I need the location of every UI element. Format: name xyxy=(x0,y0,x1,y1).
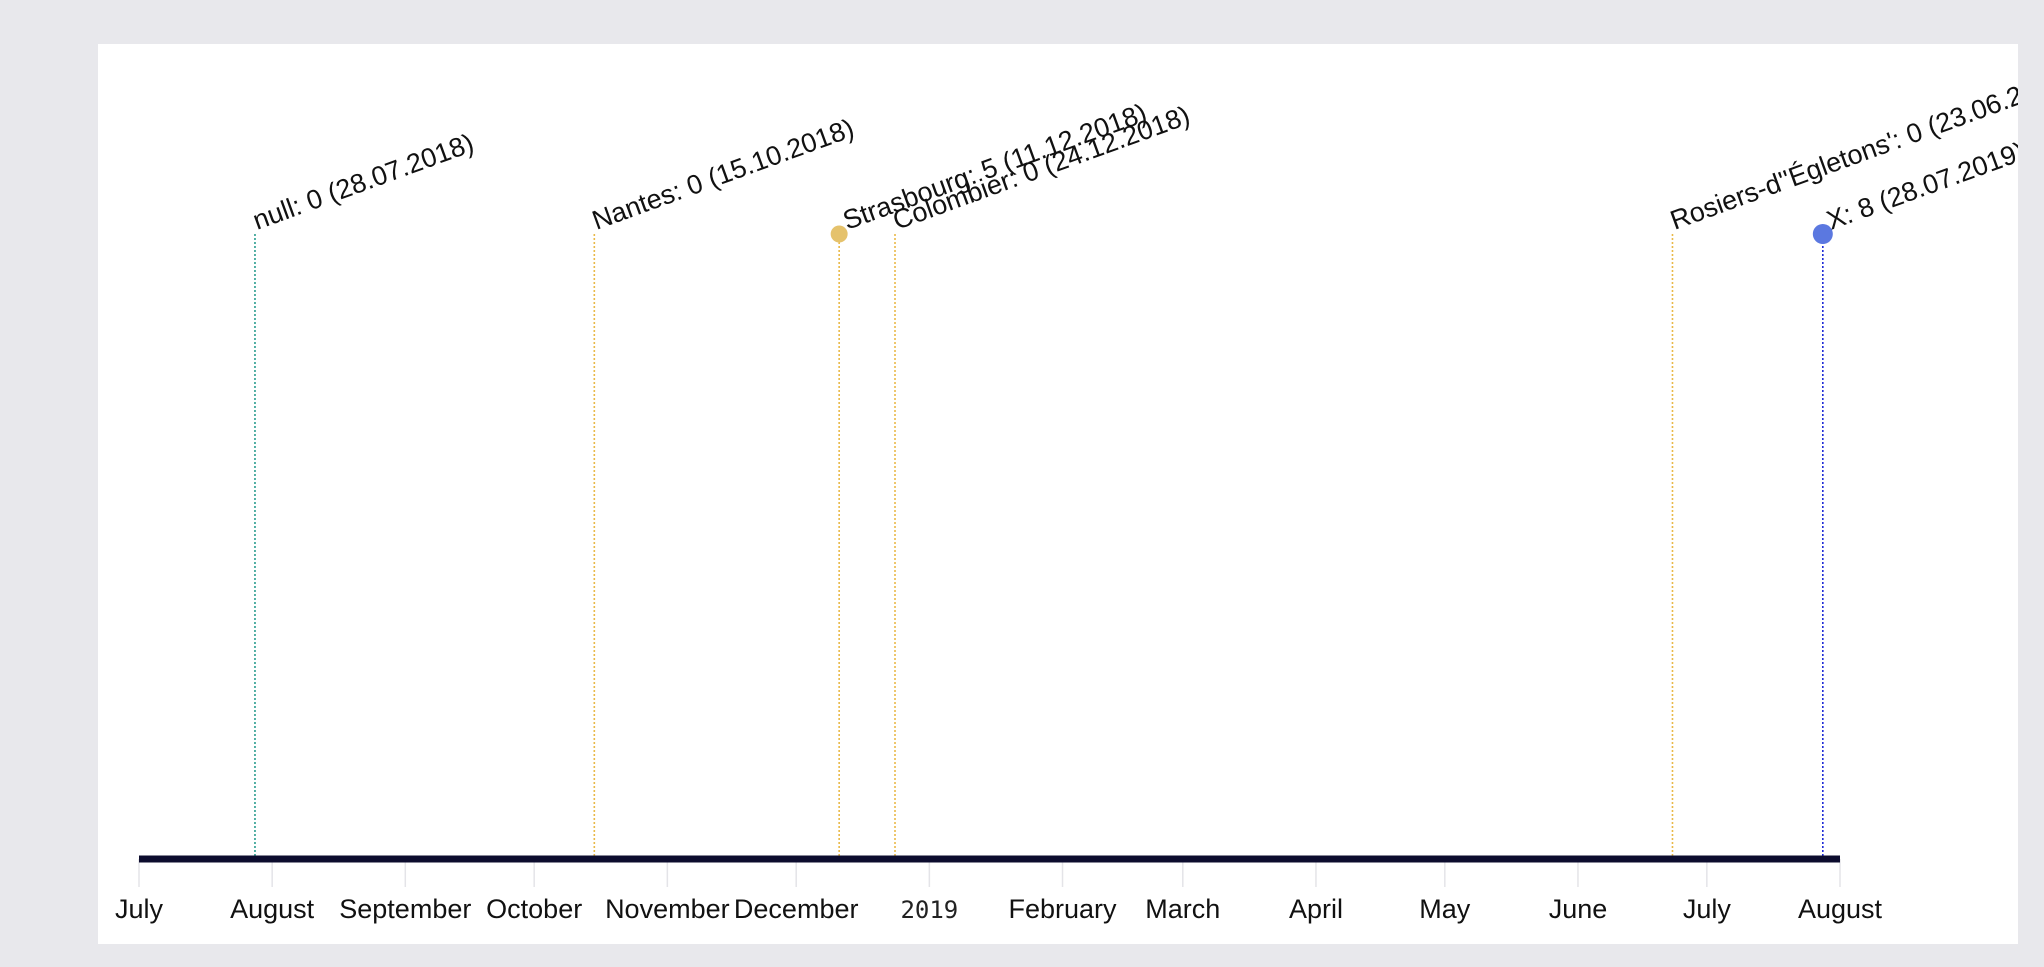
x-tick-label-11: June xyxy=(1549,894,1608,924)
x-tick-label-8: March xyxy=(1145,894,1220,924)
x-tick-label-7: February xyxy=(1008,894,1117,924)
x-tick-label-2: September xyxy=(339,894,471,924)
x-tick-label-9: April xyxy=(1289,894,1343,924)
x-tick-label-3: October xyxy=(486,894,582,924)
x-tick-label-0: July xyxy=(115,894,164,924)
x-axis-ticks xyxy=(138,859,1841,887)
x-tick-label-5: December xyxy=(734,894,859,924)
event-marker-5 xyxy=(1812,224,1833,244)
x-tick-label-12: July xyxy=(1683,894,1732,924)
event-marker-2 xyxy=(830,225,848,243)
x-tick-label-10: May xyxy=(1419,894,1471,924)
event-series xyxy=(254,234,1824,859)
x-axis-line xyxy=(139,855,1840,863)
x-tick-label-4: November xyxy=(605,894,730,924)
x-tick-label-6: 2019 xyxy=(900,896,958,924)
chart-panel xyxy=(98,44,2018,944)
x-tick-label-1: August xyxy=(230,894,315,924)
x-tick-label-13: August xyxy=(1798,894,1883,924)
x-axis-tick-labels: July August September October November Decemb… xyxy=(115,894,1883,924)
event-markers xyxy=(830,224,1833,244)
